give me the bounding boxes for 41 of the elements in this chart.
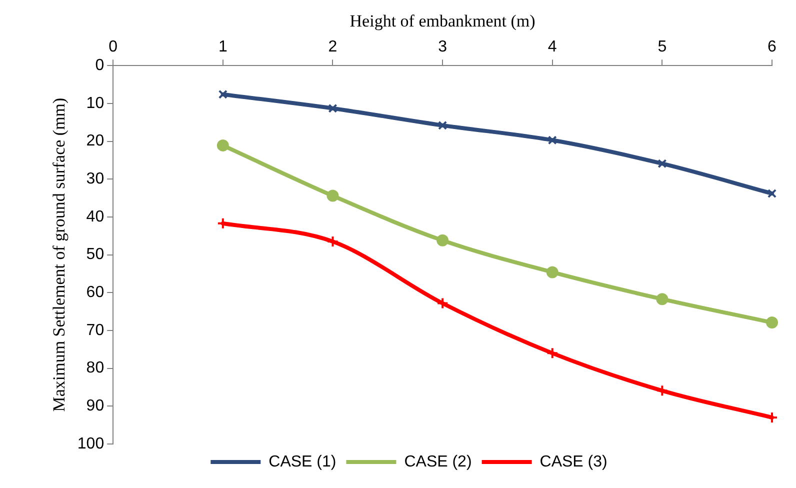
y-tick-label: 10 (86, 94, 104, 112)
point (218, 90, 228, 99)
y-tick-label: 50 (86, 246, 104, 264)
point (436, 297, 449, 310)
point (436, 234, 449, 246)
y-tick-label: 40 (86, 208, 104, 226)
point (216, 217, 229, 230)
point (548, 136, 557, 145)
x-tick-label: 1 (218, 38, 228, 56)
legend-label: CASE (1) (268, 453, 336, 470)
y-tick-label: 20 (86, 132, 104, 150)
y-tick-label: 80 (86, 360, 104, 377)
point (766, 412, 778, 424)
y-axis-title: Maximum Settlement of ground surface (mm) (50, 98, 69, 412)
point (326, 236, 339, 248)
y-tick-label: 60 (86, 284, 104, 302)
x-tick-label: 2 (328, 38, 338, 56)
y-tick-label: 90 (86, 398, 104, 415)
point (766, 316, 778, 329)
x-tick-label: 3 (438, 38, 448, 56)
legend-label: CASE (3) (540, 453, 608, 470)
x-axis-title: Height of embankment (m) (350, 12, 536, 31)
x-tick-label: 5 (658, 38, 667, 56)
x-tick-label: 6 (768, 38, 777, 56)
point (328, 104, 338, 113)
x-tick-label: 4 (548, 38, 557, 56)
x-tick-label: 0 (108, 38, 118, 56)
y-tick-label: 0 (95, 57, 104, 74)
legend-label: CASE (2) (404, 453, 472, 470)
y-tick-label: 100 (77, 435, 104, 452)
point (546, 266, 558, 278)
y-tick-label: 70 (86, 322, 104, 339)
point (438, 120, 448, 130)
y-tick-label: 30 (86, 170, 104, 188)
point (767, 188, 777, 198)
point (216, 139, 229, 152)
point (546, 347, 558, 360)
point (326, 190, 339, 202)
point (656, 293, 668, 306)
point (656, 384, 668, 397)
point (658, 159, 667, 168)
